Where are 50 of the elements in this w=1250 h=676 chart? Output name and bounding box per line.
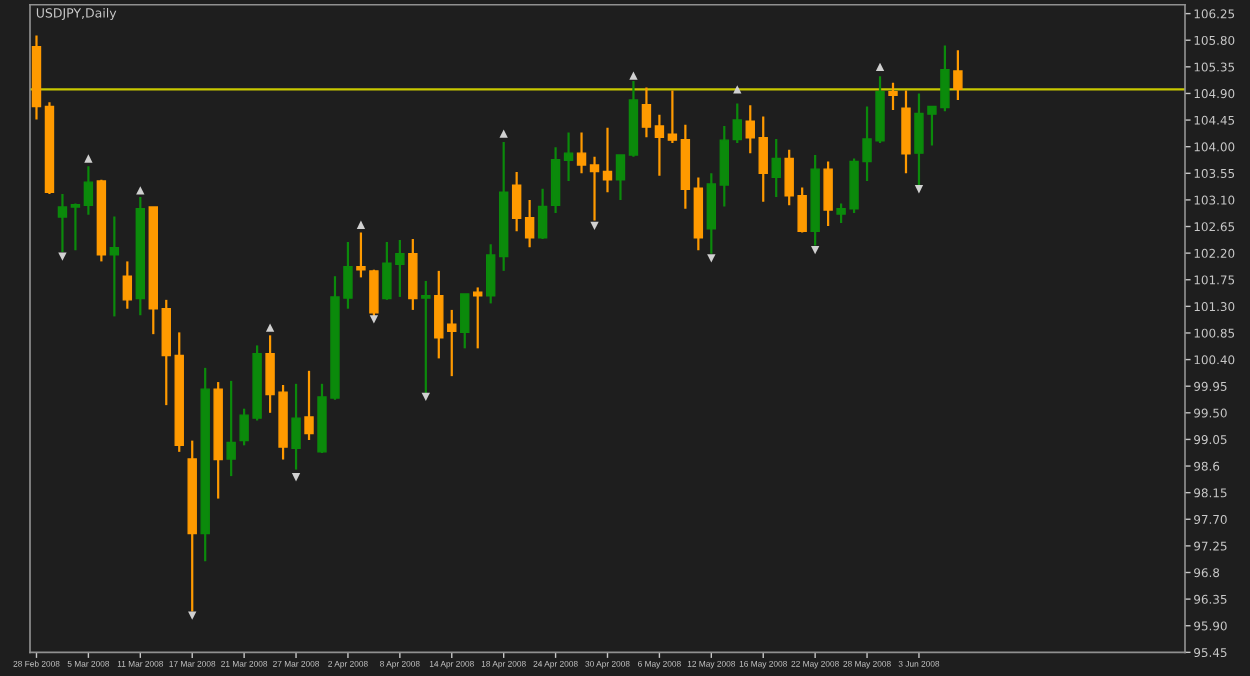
candlestick (771, 137, 781, 199)
point (84, 154, 93, 163)
candlestick (641, 86, 652, 139)
candlestick (758, 115, 768, 203)
candlestick (602, 126, 613, 194)
candlestick (511, 170, 522, 233)
point (707, 254, 716, 263)
candlestick (719, 124, 730, 208)
candlestick (576, 131, 587, 175)
candlestick (550, 146, 561, 215)
point (265, 323, 275, 332)
candlestick (888, 81, 898, 112)
point (291, 473, 301, 482)
candlestick (706, 172, 717, 255)
candlestick (823, 160, 833, 228)
candlestick (524, 198, 535, 249)
candlestick (953, 49, 963, 102)
candlestick (226, 379, 236, 478)
candlestick (901, 89, 911, 175)
point (136, 186, 145, 195)
candlestick (485, 243, 496, 305)
candlestick (473, 286, 483, 350)
candlestick (109, 215, 120, 318)
point (810, 246, 820, 255)
candlestick (667, 89, 678, 145)
point (629, 71, 638, 80)
candlestick (291, 382, 301, 471)
candlestick (615, 153, 626, 202)
point (356, 220, 366, 229)
candlestick (537, 187, 548, 241)
candlestick (732, 102, 742, 145)
candlestick (122, 260, 133, 310)
candlestick (563, 131, 574, 183)
candlestick (70, 202, 81, 252)
candlestick (304, 369, 314, 442)
candlestick (83, 165, 94, 216)
point (58, 252, 67, 261)
point (369, 315, 379, 324)
point (875, 62, 885, 71)
candlestick (589, 155, 600, 222)
candlestick (460, 292, 470, 350)
point (914, 185, 924, 194)
candlestick (745, 104, 755, 155)
candlestick (356, 231, 366, 279)
candlestick (408, 237, 418, 312)
point (499, 129, 508, 138)
candlestick (654, 113, 665, 177)
candlestick (161, 298, 171, 407)
point (421, 392, 430, 402)
point (590, 221, 599, 231)
